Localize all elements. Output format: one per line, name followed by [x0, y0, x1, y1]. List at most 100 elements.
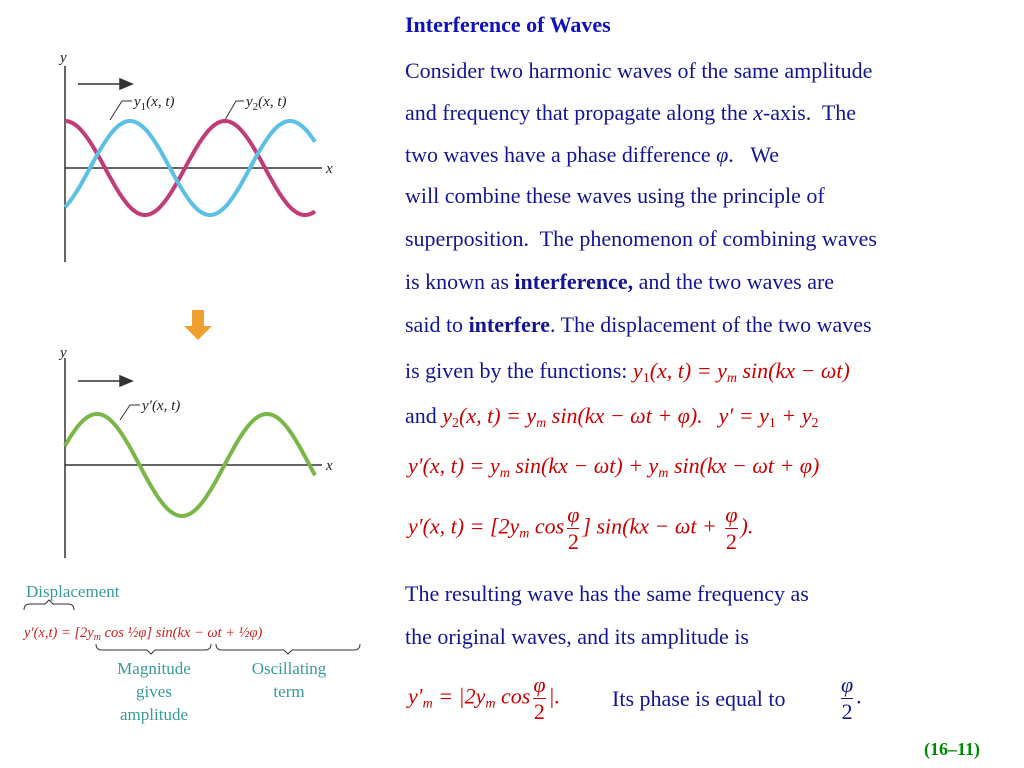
eq-sub: 2: [452, 416, 460, 431]
numerator: φ: [725, 502, 738, 529]
eq-part: y′: [408, 683, 423, 709]
eq-part: |.: [548, 683, 561, 709]
eq-part: (x, t) = y: [649, 358, 727, 383]
text-line: will combine these waves using the princ…: [405, 183, 825, 209]
wave: [63, 119, 317, 217]
arrowhead: [119, 77, 134, 91]
text-line: superposition. The phenomenon of combini…: [405, 226, 877, 252]
equation: y1(x, t) = ym sin(kx − ωt): [632, 358, 850, 386]
axis-label: x: [325, 458, 333, 474]
numerator: φ: [567, 502, 580, 529]
top-axes: [64, 66, 322, 558]
caption-formula: y′(x,t) = [2ym cos ½φ] sin(kx − ωt + ½φ): [22, 625, 263, 643]
eq-sub: m: [536, 416, 547, 431]
numerator: φ: [841, 672, 854, 699]
eq-part: y: [632, 358, 643, 383]
slide-number: (16–11): [924, 739, 980, 759]
text: -axis. The: [762, 100, 857, 125]
leader: [224, 100, 244, 121]
text: φ: [716, 142, 729, 167]
denominator: 2: [841, 699, 853, 724]
eq-part: y: [442, 403, 453, 428]
text: and: [405, 403, 443, 428]
denominator: 2: [725, 529, 737, 554]
eq-part: ] sin(kx − ωt +: [582, 513, 723, 539]
text: The resulting wave has the same frequenc…: [405, 581, 809, 606]
eq-part: + y: [775, 403, 812, 428]
axis-label: y: [58, 345, 67, 361]
text: Its phase is equal to: [612, 686, 792, 711]
caption-text: term: [273, 682, 304, 701]
text: said to: [405, 312, 469, 337]
wave-label: y′(x, t): [140, 398, 180, 414]
text: x: [753, 100, 763, 125]
eq-part: y′ = y: [718, 403, 769, 428]
text: . We: [728, 142, 780, 167]
eq-part: y′(x, t) = [2y: [408, 513, 520, 539]
equation: y′(x, t) = ym sin(kx − ωt) + ym sin(kx −…: [408, 453, 819, 487]
text-line: The resulting wave has the same frequenc…: [405, 581, 809, 607]
equation: y2(x, t) = ym sin(kx − ωt + φ).: [442, 403, 703, 431]
bold-term: interference,: [514, 269, 634, 294]
denominator: 2: [533, 699, 545, 724]
text: is given by the functions:: [405, 358, 633, 383]
label-part: (x, t): [146, 94, 174, 110]
eq-sub: 2: [811, 416, 819, 431]
eq-sub: 1: [768, 416, 776, 431]
eq-part: cos: [495, 683, 531, 709]
caption-title: Displacement: [26, 582, 120, 601]
down-arrow: [184, 310, 212, 340]
text: . The displacement of the two waves: [550, 312, 872, 337]
eq-part: sin(kx − ωt + φ).: [546, 403, 703, 428]
text: and frequency that propagate along the: [405, 100, 754, 125]
text-line: is known as interference, and the two wa…: [405, 269, 834, 295]
eq-sub: m: [485, 696, 496, 712]
text-line: said to interfere. The displacement of t…: [405, 312, 872, 338]
text: superposition. The phenomenon of combini…: [405, 226, 877, 251]
text-line: the original waves, and its amplitude is: [405, 624, 749, 650]
equation: y′(x, t) = [2ym cos φ 2] sin(kx − ωt + φ 2)…: [408, 502, 753, 555]
caption-text: amplitude: [120, 705, 188, 724]
text-line: two waves have a phase difference φ. We: [405, 142, 779, 168]
eq-part: sin(kx − ωt) + y: [509, 453, 659, 478]
text-line: and y2(x, t) = ym sin(kx − ωt + φ). y′ = …: [405, 403, 818, 437]
eq-sub: m: [422, 696, 433, 712]
text: and the two waves are: [633, 269, 835, 294]
label-sub: 1: [141, 101, 147, 113]
brace: [23, 599, 75, 611]
denominator: 2: [567, 529, 579, 554]
wave-label: y1(x, t): [132, 94, 175, 113]
equation: y′m = |2ym cos φ 2 |.: [408, 672, 560, 725]
wave: [63, 411, 317, 518]
eq-sub: m: [726, 371, 737, 386]
text-line: Its phase is equal to: [612, 686, 791, 712]
eq-part: sin(kx − ωt + φ): [668, 453, 820, 478]
arrowhead: [119, 374, 134, 388]
wave: [64, 118, 317, 218]
formula-part: cos ½φ] sin(kx − ωt + ½φ): [101, 625, 263, 641]
label-sub: 2: [253, 101, 259, 113]
figure: y x y1(x, t) y2(x, t) y x y′(x, t) Displ…: [22, 50, 361, 724]
text: is known as: [405, 269, 515, 294]
bold-term: interfere: [468, 312, 550, 337]
formula-part: y′(x,t) = [2y: [22, 625, 94, 641]
text: will combine these waves using the princ…: [405, 183, 825, 208]
eq-part: sin(kx − ωt): [736, 358, 850, 383]
caption-text: gives: [136, 682, 172, 701]
eq-sub: m: [499, 466, 510, 481]
label-part: y: [132, 94, 141, 110]
wave-label: y2(x, t): [244, 94, 287, 113]
eq-sub: m: [519, 526, 530, 542]
text-line: and frequency that propagate along the x…: [405, 100, 856, 126]
equation: y′ = y1 + y2: [718, 403, 819, 431]
brace: [95, 643, 212, 655]
axis-label: y: [58, 50, 67, 66]
label-part: y: [244, 94, 253, 110]
text-line: is given by the functions: y1(x, t) = ym…: [405, 358, 850, 392]
eq-part: ).: [740, 513, 754, 539]
